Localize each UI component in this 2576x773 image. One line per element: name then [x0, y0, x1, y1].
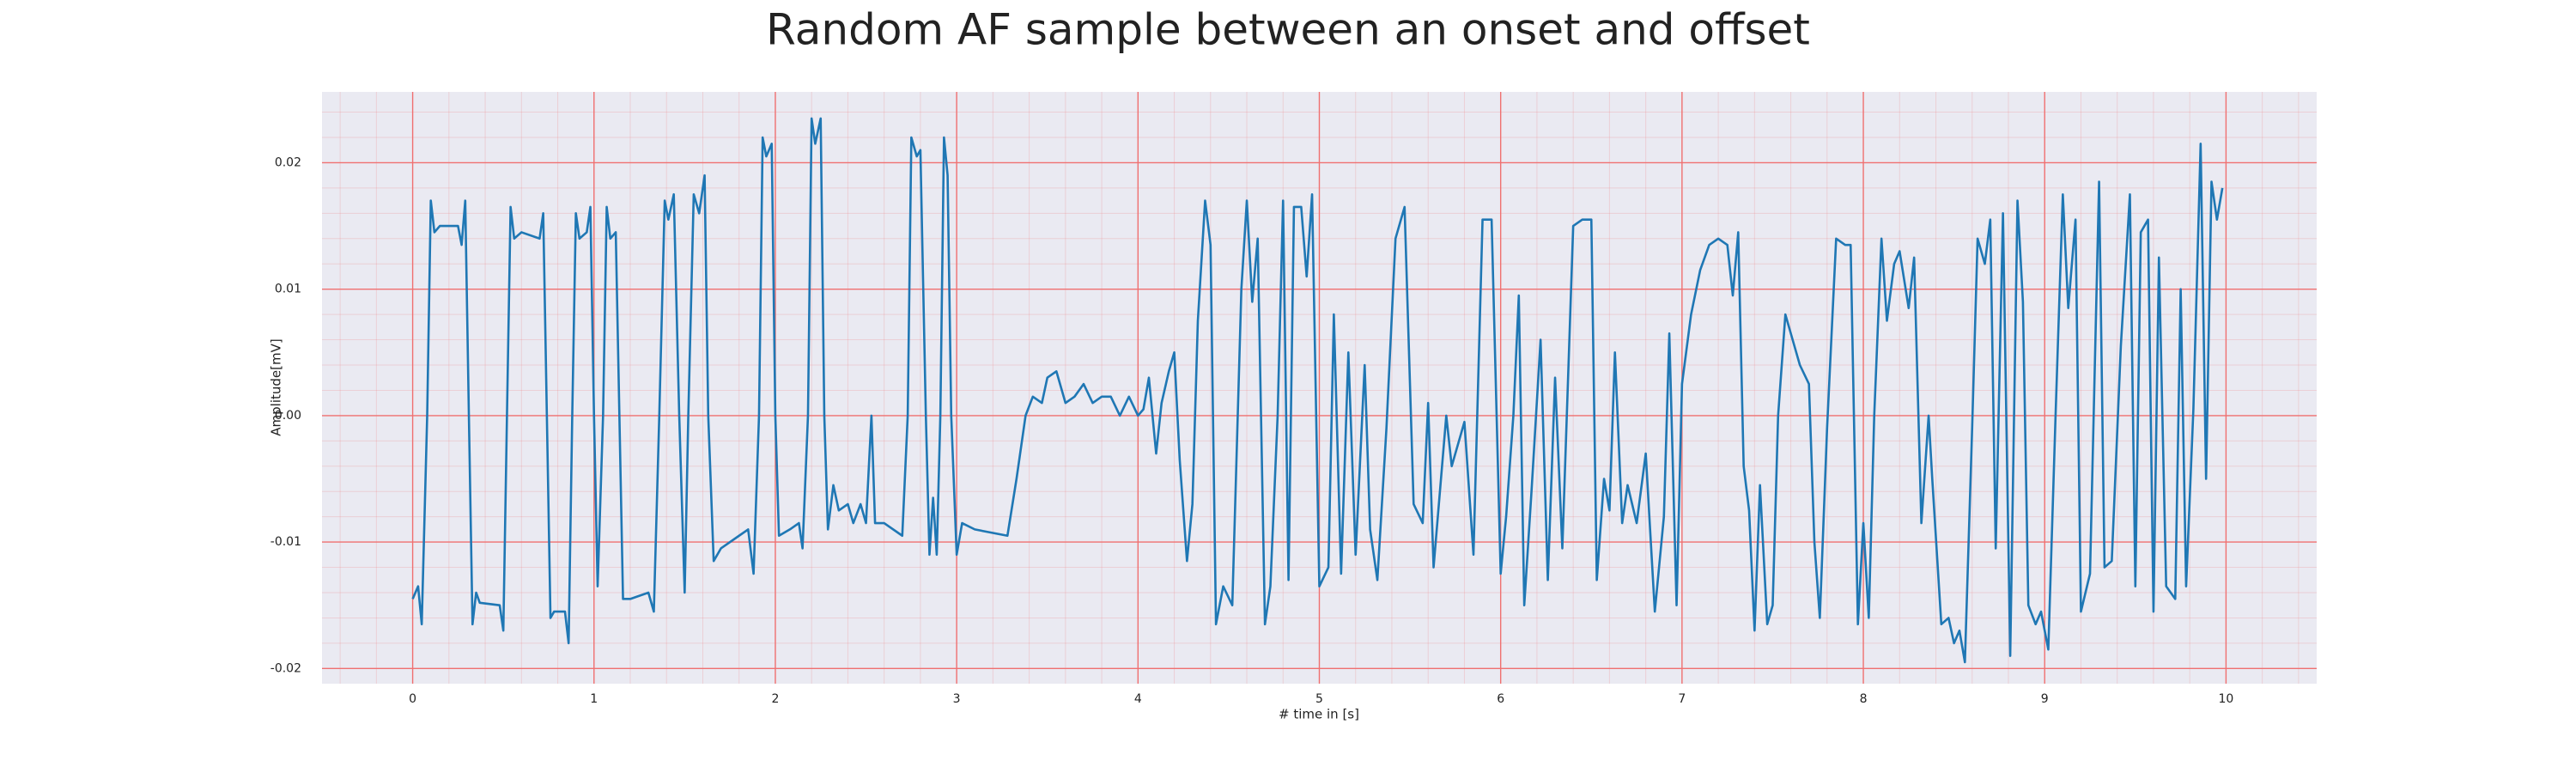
x-tick-label: 3 [953, 692, 961, 706]
x-tick-label: 2 [771, 692, 779, 706]
x-tick-label: 4 [1134, 692, 1142, 706]
x-tick-label: 8 [1860, 692, 1868, 706]
x-tick-label: 1 [590, 692, 598, 706]
x-tick-label: 9 [2041, 692, 2049, 706]
x-tick-label: 6 [1497, 692, 1504, 706]
y-tick-label: 0.01 [275, 283, 301, 296]
y-axis-label: Amplitude[mV] [269, 338, 284, 435]
x-tick-label: 7 [1678, 692, 1686, 706]
x-tick-label: 0 [409, 692, 416, 706]
y-tick-label: -0.02 [270, 661, 301, 675]
y-tick-label: 0.00 [275, 409, 301, 423]
data-line [411, 117, 2224, 664]
x-axis-label: # time in [s] [1279, 707, 1359, 722]
x-tick-label: 10 [2218, 692, 2233, 706]
y-tick-label: 0.02 [275, 155, 301, 169]
x-tick-label: 5 [1315, 692, 1323, 706]
chart-title: Random AF sample between an onset and of… [766, 5, 1810, 55]
y-tick-label: -0.01 [270, 535, 301, 549]
